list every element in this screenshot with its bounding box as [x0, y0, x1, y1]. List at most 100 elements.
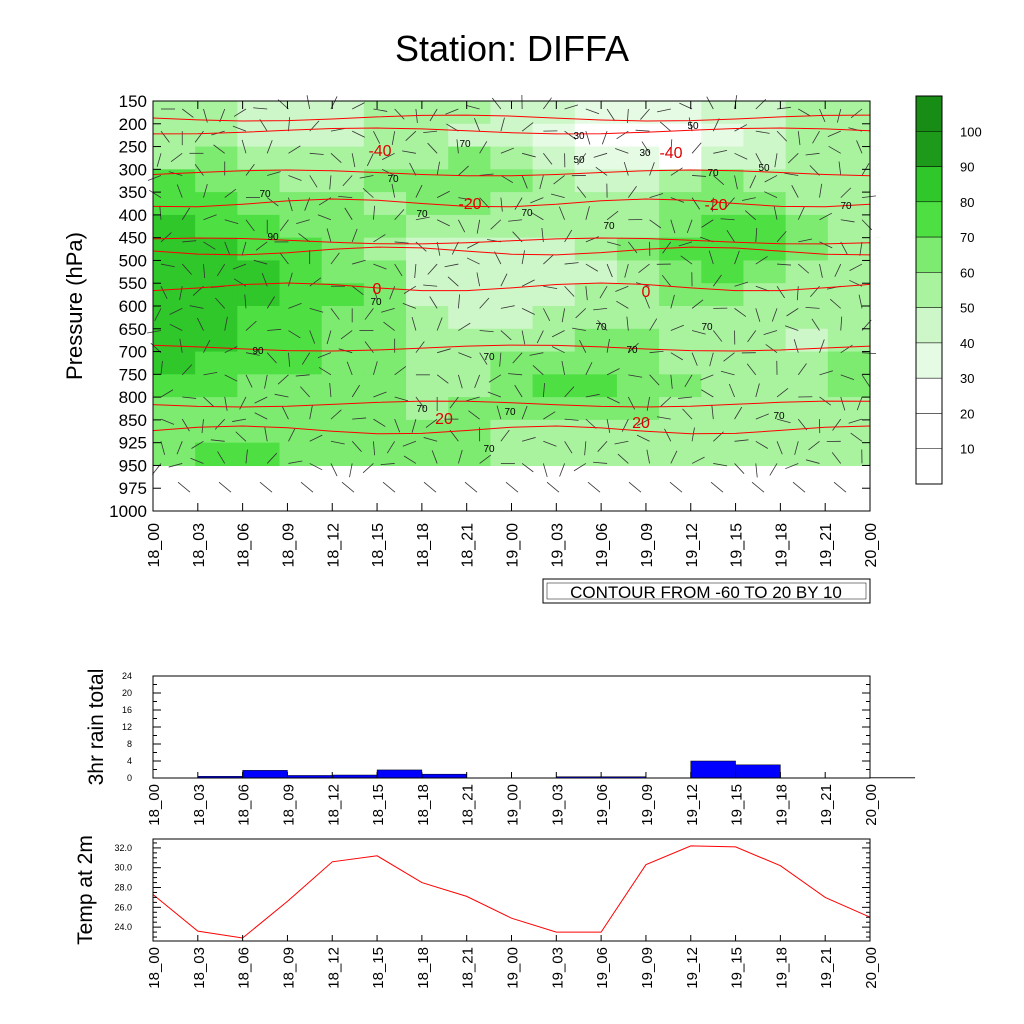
- humidity-cell: [448, 214, 492, 239]
- humidity-cell: [363, 374, 407, 398]
- wind-barb: [415, 396, 425, 409]
- wind-barb: [522, 437, 536, 442]
- humidity-cell: [574, 306, 618, 330]
- humidity-cell: [448, 101, 492, 125]
- wind-barb: [734, 281, 749, 287]
- wind-barb: [850, 432, 863, 442]
- humidity-cell: [195, 260, 238, 284]
- wind-barb: [776, 388, 789, 398]
- humidity-cell: [701, 283, 745, 307]
- humidity-cell: [827, 442, 871, 467]
- colorbar-swatch: [915, 342, 943, 379]
- wind-barb: [411, 316, 417, 331]
- colorbar-swatch: [915, 272, 943, 308]
- wind-barb: [479, 352, 488, 365]
- wind-barb: [763, 330, 778, 336]
- humidity-cell: [785, 283, 829, 307]
- humidity-cell: [743, 442, 787, 467]
- wind-barb: [628, 342, 639, 353]
- y-tick-label: 200: [119, 115, 147, 134]
- humidity-cell: [195, 123, 238, 148]
- rain-x-tick-label: 18_15: [370, 784, 387, 826]
- wind-barb: [585, 236, 599, 243]
- y-axis-label: Pressure (hPa): [62, 232, 87, 380]
- humidity-cell: [321, 260, 365, 284]
- wind-barb: [383, 321, 395, 331]
- wind-barb: [295, 374, 310, 377]
- wind-barb: [649, 193, 664, 198]
- wind-barb: [491, 97, 502, 110]
- wind-barb: [796, 286, 799, 301]
- wind-barb: [819, 263, 823, 278]
- wind-barb: [660, 396, 672, 407]
- humidity-contour-label: 70: [370, 297, 382, 308]
- humidity-cell: [616, 306, 660, 330]
- wind-barb: [543, 285, 558, 290]
- humidity-cell: [279, 192, 323, 216]
- wind-barb: [458, 197, 473, 201]
- wind-barb: [309, 152, 324, 155]
- humidity-cell: [532, 306, 576, 330]
- wind-barb: [585, 108, 600, 115]
- wind-barb: [680, 255, 693, 265]
- temp-y-tick-label: 28.0: [114, 883, 132, 893]
- temp-x-tick-label: 19_00: [505, 947, 522, 989]
- wind-barb: [415, 341, 425, 353]
- humidity-cell: [153, 101, 196, 125]
- wind-barb: [394, 241, 409, 244]
- humidity-cell: [616, 214, 660, 239]
- wind-barb: [479, 330, 494, 333]
- wind-barb: [606, 338, 610, 353]
- wind-barb: [536, 330, 544, 344]
- humidity-cell: [363, 169, 407, 193]
- wind-barb: [521, 175, 528, 189]
- wind-barb: [861, 195, 876, 199]
- wind-barb: [678, 241, 693, 247]
- humidity-cell: [701, 101, 745, 125]
- wind-barb: [861, 352, 876, 355]
- humidity-cell: [490, 306, 534, 330]
- wind-barb: [373, 418, 386, 427]
- wind-barb: [373, 286, 378, 300]
- humidity-cell: [574, 146, 618, 170]
- temp-x-tick-label: 18_03: [191, 947, 208, 989]
- colorbar-swatch: [915, 307, 943, 344]
- temp-x-tick-label: 19_21: [818, 947, 835, 989]
- rain-x-tick-label: 19_15: [729, 784, 746, 826]
- wind-barb: [447, 276, 459, 287]
- humidity-cell: [321, 237, 365, 262]
- humidity-cell: [448, 146, 492, 170]
- wind-barb: [755, 308, 761, 322]
- wind-barb: [682, 408, 693, 420]
- wind-barb: [277, 374, 289, 385]
- wind-barb: [279, 252, 289, 265]
- wind-barb: [232, 125, 247, 132]
- wind-barb: [805, 459, 820, 464]
- wind-barb: [402, 440, 417, 447]
- humidity-contour-label: 70: [773, 411, 785, 422]
- wind-barb: [386, 441, 396, 454]
- wind-barb: [691, 352, 698, 366]
- wind-barb: [521, 122, 534, 132]
- y-tick-label: 150: [119, 92, 147, 111]
- humidity-cell: [532, 146, 576, 170]
- wind-barb: [394, 396, 409, 402]
- x-tick-label: 18_12: [325, 523, 342, 568]
- wind-barb: [553, 175, 565, 185]
- humidity-cell: [153, 169, 196, 193]
- humidity-cell: [659, 146, 702, 170]
- humidity-cell: [532, 283, 576, 307]
- wind-barb: [670, 352, 684, 361]
- wind-barb: [309, 277, 322, 287]
- x-tick-label: 19_12: [684, 523, 701, 568]
- wind-barb: [351, 384, 360, 398]
- wind-barb: [373, 441, 376, 456]
- wind-barb: [196, 317, 204, 331]
- temperature-contour-line: [152, 344, 871, 352]
- wind-barb: [411, 419, 417, 433]
- wind-barb: [330, 463, 338, 477]
- x-tick-label: 19_03: [549, 523, 566, 568]
- y-tick-label: 650: [119, 320, 147, 339]
- wind-barb: [636, 418, 650, 426]
- humidity-cell: [406, 283, 449, 307]
